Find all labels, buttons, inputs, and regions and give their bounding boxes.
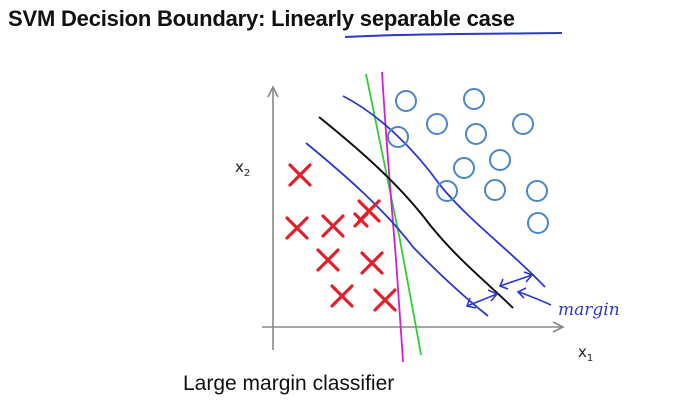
x-axis-label: x1: [578, 343, 593, 364]
circle-icon: [454, 158, 474, 178]
circle-icon: [527, 181, 547, 201]
circle-icon: [464, 89, 484, 109]
cross-icon: [375, 290, 395, 310]
cross-icon: [323, 216, 343, 236]
cross-icon: [318, 250, 338, 270]
upper-margin-line: [343, 96, 545, 287]
circle-icon: [396, 91, 416, 111]
circle-icon: [490, 150, 510, 170]
circle-icon: [528, 213, 548, 233]
circle-icon: [485, 180, 505, 200]
circle-icon: [427, 114, 447, 134]
y-axis-label: x2: [235, 158, 250, 179]
magenta-boundary-line: [382, 72, 403, 362]
margin-pointer-line: [519, 292, 551, 305]
margin-label: margin: [558, 300, 620, 320]
circle-icon: [466, 124, 486, 144]
cross-icon: [355, 214, 367, 226]
circle-icon: [437, 181, 457, 201]
decision-boundary-line: [319, 117, 513, 308]
cross-icon: [332, 286, 352, 306]
cross-icon: [290, 165, 310, 185]
cross-icon: [287, 218, 307, 238]
cross-icon: [362, 253, 382, 273]
title-underline: [345, 33, 562, 37]
cross-class-points: [287, 165, 395, 310]
caption: Large margin classifier: [183, 372, 394, 396]
circle-icon: [513, 114, 533, 134]
circle-class-points: [388, 89, 548, 233]
